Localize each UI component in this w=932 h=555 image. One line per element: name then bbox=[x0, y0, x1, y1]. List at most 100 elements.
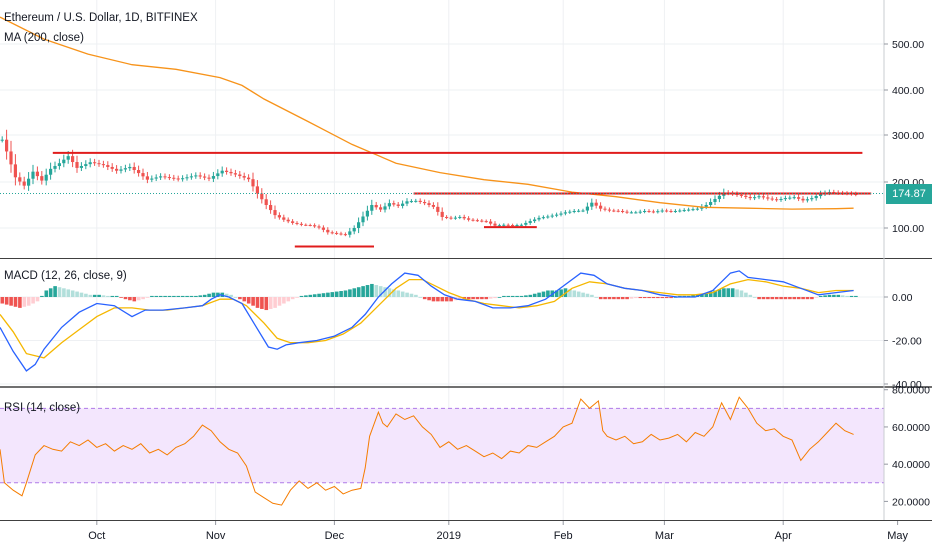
candle-up bbox=[687, 209, 691, 211]
macd-histogram-bar bbox=[515, 295, 519, 297]
candle-down bbox=[625, 211, 629, 213]
candle-down bbox=[251, 179, 255, 187]
macd-histogram-bar bbox=[334, 291, 339, 297]
candle-up bbox=[44, 174, 48, 181]
macd-histogram-bar bbox=[277, 297, 282, 306]
candle-up bbox=[673, 210, 677, 212]
macd-histogram-bar bbox=[554, 290, 559, 297]
candle-up bbox=[783, 198, 787, 200]
macd-histogram-bar bbox=[585, 293, 590, 297]
macd-histogram-bar bbox=[845, 295, 849, 297]
price-axis-label: 400.00 bbox=[892, 85, 924, 97]
macd-histogram-bar bbox=[312, 294, 317, 297]
macd-line bbox=[0, 270, 854, 372]
candle-down bbox=[145, 176, 149, 180]
macd-histogram-bar bbox=[647, 297, 651, 299]
macd-histogram-bar bbox=[40, 295, 44, 297]
candle-down bbox=[480, 220, 484, 222]
macd-histogram-bar bbox=[510, 295, 515, 297]
macd-histogram-bar bbox=[766, 297, 770, 300]
symbol-title[interactable]: Ethereum / U.S. Dollar, 1D, BITFINEX bbox=[4, 12, 198, 24]
macd-histogram-bar bbox=[233, 297, 238, 298]
candle-up bbox=[546, 216, 550, 218]
macd-histogram-bar bbox=[264, 297, 269, 311]
candle-down bbox=[229, 171, 233, 174]
candle-up bbox=[577, 210, 581, 212]
macd-histogram-bar bbox=[827, 294, 832, 297]
macd-histogram-bar bbox=[255, 297, 260, 308]
candle-down bbox=[431, 205, 435, 207]
macd-histogram-bar bbox=[642, 297, 647, 299]
macd-histogram-bar bbox=[792, 297, 797, 300]
candle-up bbox=[805, 199, 809, 201]
candle-up bbox=[792, 197, 796, 199]
candle-down bbox=[616, 210, 620, 212]
macd-histogram-bar bbox=[700, 293, 704, 297]
macd-histogram-bar bbox=[722, 288, 726, 297]
macd-histogram-bar bbox=[541, 291, 546, 297]
macd-histogram-bar bbox=[836, 294, 841, 297]
candle-down bbox=[141, 173, 145, 177]
rsi-axis-label: 20.0000 bbox=[892, 496, 930, 508]
macd-histogram-bar bbox=[48, 288, 53, 297]
macd-histogram-bar bbox=[396, 290, 401, 297]
macd-histogram-bar bbox=[761, 297, 766, 300]
macd-histogram-bar bbox=[154, 295, 159, 297]
macd-histogram-bar bbox=[414, 294, 418, 297]
macd-histogram-bar bbox=[651, 297, 656, 299]
macd-histogram-bar bbox=[400, 291, 405, 297]
candle-up bbox=[753, 197, 757, 199]
macd-histogram-bar bbox=[84, 293, 88, 297]
macd-histogram-bar bbox=[211, 292, 216, 297]
macd-histogram-bar bbox=[35, 297, 40, 302]
macd-histogram-bar bbox=[748, 294, 753, 297]
macd-histogram-bar bbox=[101, 295, 106, 297]
candle-down bbox=[396, 204, 400, 206]
ma-200-line bbox=[0, 16, 854, 210]
macd-histogram-bar bbox=[246, 297, 251, 304]
macd-histogram-bar bbox=[744, 292, 748, 297]
axis-layer: 500.00400.00300.00200.00100.000.00-20.00… bbox=[0, 0, 932, 542]
candle-down bbox=[9, 151, 13, 165]
ma-legend[interactable]: MA (200, close) bbox=[4, 32, 84, 44]
candle-up bbox=[585, 206, 589, 211]
macd-histogram-bar bbox=[480, 297, 484, 300]
macd-histogram-bar bbox=[356, 287, 361, 297]
macd-histogram-bar bbox=[431, 297, 436, 302]
candle-down bbox=[761, 196, 765, 198]
candle-up bbox=[537, 217, 541, 220]
candle-up bbox=[352, 228, 356, 232]
macd-histogram-bar bbox=[123, 297, 128, 300]
macd-histogram-bar bbox=[418, 297, 423, 298]
candle-down bbox=[225, 170, 229, 172]
candle-down bbox=[97, 163, 101, 165]
macd-histogram-bar bbox=[594, 297, 599, 298]
macd-histogram-bar bbox=[194, 295, 198, 297]
macd-histogram-bar bbox=[449, 297, 453, 302]
candle-up bbox=[519, 224, 523, 226]
rsi-legend[interactable]: RSI (14, close) bbox=[4, 402, 81, 414]
time-axis-label: Oct bbox=[88, 530, 105, 542]
candle-down bbox=[260, 193, 264, 200]
macd-histogram-bar bbox=[273, 297, 277, 308]
candle-down bbox=[317, 226, 321, 228]
macd-histogram-bar bbox=[427, 297, 431, 301]
candle-down bbox=[335, 232, 339, 234]
macd-histogram-bar bbox=[92, 294, 97, 297]
candle-down bbox=[75, 162, 79, 168]
candle-down bbox=[493, 223, 497, 226]
candle-down bbox=[462, 216, 466, 219]
macd-histogram-bar bbox=[22, 297, 27, 307]
candle-up bbox=[123, 168, 127, 170]
macd-histogram-bar bbox=[180, 295, 185, 297]
candle-down bbox=[330, 232, 334, 234]
macd-legend[interactable]: MACD (12, 26, close, 9) bbox=[4, 270, 127, 282]
candle-down bbox=[599, 205, 603, 209]
candle-down bbox=[326, 229, 330, 233]
candle-down bbox=[277, 215, 281, 218]
candle-up bbox=[819, 193, 823, 197]
candle-up bbox=[181, 178, 185, 180]
macd-histogram-bar bbox=[202, 294, 207, 297]
candle-down bbox=[418, 200, 422, 203]
candle-down bbox=[603, 208, 607, 210]
